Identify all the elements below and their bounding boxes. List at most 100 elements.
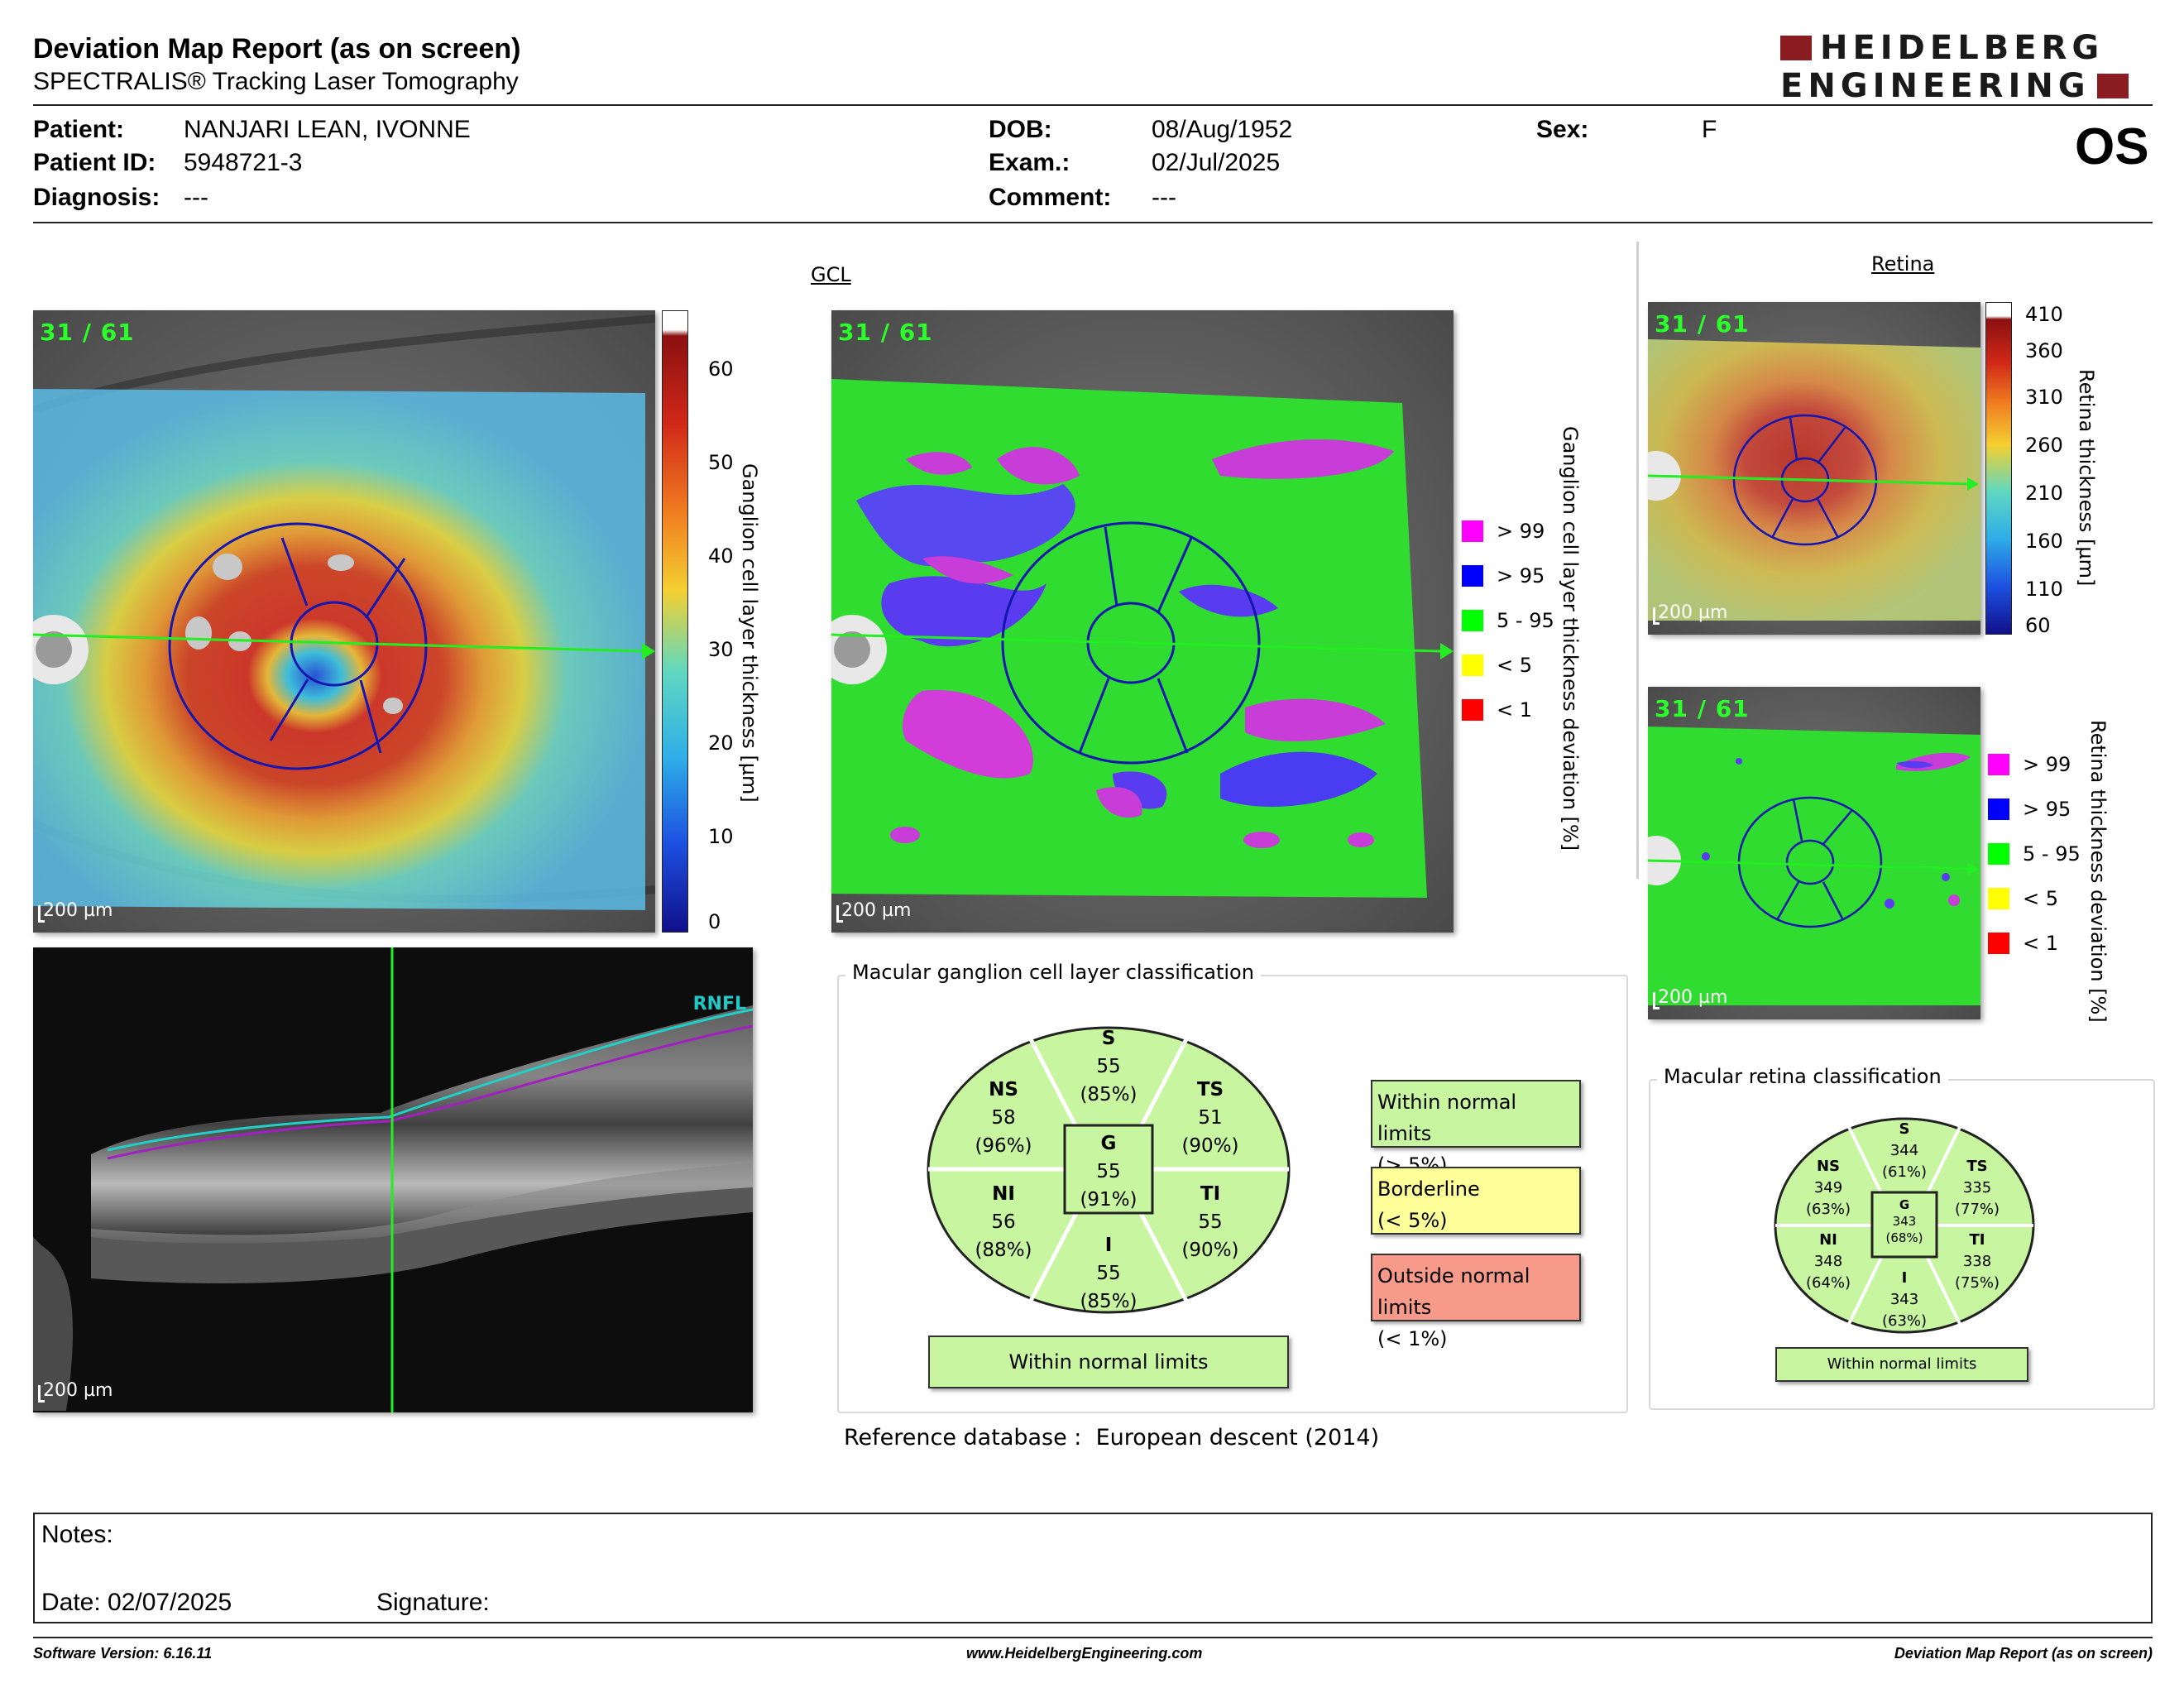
diagnosis-value: --- [184, 184, 208, 211]
scan-index-tag: 31 / 61 [1655, 695, 1750, 722]
legend-swatch [1988, 888, 2009, 909]
legend-item: < 5 [1462, 654, 1532, 677]
legend-swatch [1462, 520, 1483, 542]
logo-line1: HEIDELBERG [1820, 29, 2105, 67]
scan-index-tag: 31 / 61 [1655, 310, 1750, 338]
legend-swatch [1462, 699, 1483, 721]
eye-label: OS [2075, 118, 2149, 175]
logo-line2: ENGINEERING [1780, 67, 2091, 105]
oct-bscan[interactable]: RNFL 200 µm [33, 947, 753, 1412]
scale-bar: 200 µm [37, 1380, 113, 1403]
colorbar-tick: 50 [708, 451, 734, 474]
colorbar-tick: 20 [708, 731, 734, 755]
footer-report-title: Deviation Map Report (as on screen) [1894, 1645, 2153, 1662]
legend-swatch [1988, 798, 2009, 820]
scale-bar: 200 µm [1652, 602, 1728, 625]
gcl-deviation-map[interactable]: 31 / 61 200 µm [831, 310, 1454, 933]
legend-swatch [1988, 843, 2009, 865]
legend-swatch [1462, 610, 1483, 631]
retina-sector-ns: NS 349 (63%) [1805, 1158, 1851, 1218]
retina-thickness-axis-label: Retina thickness [µm] [2075, 369, 2098, 587]
section-divider [1636, 242, 1639, 879]
sex-label: Sex: [1536, 116, 1589, 143]
exam-label: Exam.: [989, 149, 1070, 176]
gcl-sector-ts: TS 51 (90%) [1181, 1079, 1239, 1157]
comment-label: Comment: [989, 184, 1112, 211]
legend-item: > 99 [1462, 520, 1545, 543]
gcl-sector-s: S 55 (85%) [1080, 1028, 1138, 1105]
retina-thickness-svg [1648, 302, 1980, 635]
legend-item: 5 - 95 [1988, 842, 2081, 866]
retina-deviation-map[interactable]: 31 / 61 200 µm [1648, 687, 1980, 1019]
legend-swatch [1988, 933, 2009, 954]
footer-divider [33, 1637, 2153, 1638]
gcl-thickness-axis-label: Ganglion cell layer thickness [µm] [738, 463, 761, 803]
retina-deviation-axis-label: Retina thickness deviation [%] [2086, 720, 2110, 1023]
patient-name: NANJARI LEAN, IVONNE [184, 116, 471, 143]
colorbar-tick: 410 [2025, 303, 2063, 326]
rnfl-layer-label: RNFL [692, 994, 746, 1014]
retina-sector-ts: TS 335 (77%) [1954, 1158, 2000, 1218]
colorbar-tick: 110 [2025, 578, 2063, 601]
retina-sector-g: G 343 (68%) [1885, 1197, 1923, 1245]
dob-label: DOB: [989, 116, 1052, 143]
legend-swatch [1462, 655, 1483, 676]
gcl-result-box: Within normal limits [928, 1336, 1289, 1388]
logo-square-icon [1780, 36, 1812, 60]
sex-value: F [1702, 116, 1717, 143]
retina-thickness-colorbar [1985, 302, 2012, 635]
date-label: Date: 02/07/2025 [41, 1589, 232, 1616]
exam-value: 02/Jul/2025 [1152, 149, 1281, 176]
header-divider [33, 104, 2153, 106]
gcl-classification-title: Macular ganglion cell layer classificati… [845, 961, 1261, 984]
colorbar-tick: 10 [708, 825, 734, 848]
legend-item: < 1 [1988, 932, 2058, 955]
scale-bar: 200 µm [37, 900, 113, 923]
gcl-sector-chart [927, 1026, 1291, 1314]
gcl-sector-ni: NI 56 (88%) [975, 1183, 1032, 1261]
scale-bar: 200 µm [836, 900, 912, 923]
gcl-thickness-map[interactable]: 31 / 61 200 µm [33, 310, 655, 933]
legend-outside-normal: Outside normal limits (< 1%) [1371, 1254, 1581, 1350]
gcl-sector-ns: NS 58 (96%) [975, 1079, 1032, 1157]
dob-value: 08/Aug/1952 [1152, 116, 1293, 143]
gcl-thickness-colorbar [662, 310, 688, 933]
legend-item: < 1 [1462, 698, 1532, 722]
legend-item: > 99 [1988, 753, 2071, 776]
gcl-section-title: GCL [811, 263, 851, 286]
reference-database: Reference database : European descent (2… [844, 1425, 1380, 1451]
notes-label: Notes: [41, 1521, 113, 1548]
gcl-sector-g: G 55 (91%) [1080, 1133, 1138, 1211]
scale-bar: 200 µm [1652, 987, 1728, 1009]
legend-swatch [1988, 754, 2009, 775]
retina-section-title: Retina [1871, 252, 1935, 276]
patient-id-label: Patient ID: [33, 149, 156, 176]
patient-label: Patient: [33, 116, 125, 143]
bscan-svg [33, 947, 753, 1412]
patient-divider [33, 222, 2153, 223]
gcl-deviation-axis-label: Ganglion cell layer thickness deviation … [1559, 426, 1582, 851]
legend-within-normal: Within normal limits (> 5%) [1371, 1080, 1581, 1177]
patient-id: 5948721-3 [184, 149, 303, 176]
retina-thickness-map[interactable]: 31 / 61 200 µm [1648, 302, 1980, 635]
report-subtitle: SPECTRALIS® Tracking Laser Tomography [33, 68, 519, 95]
retina-sector-ti: TI 338 (75%) [1954, 1231, 2000, 1292]
retina-classification-title: Macular retina classification [1657, 1065, 1948, 1088]
notes-box[interactable] [33, 1513, 2153, 1623]
colorbar-tick: 60 [708, 357, 734, 381]
colorbar-tick: 260 [2025, 434, 2063, 457]
legend-item: 5 - 95 [1462, 609, 1554, 632]
retina-sector-chart [1774, 1117, 2035, 1334]
colorbar-tick: 0 [708, 910, 721, 933]
colorbar-tick: 160 [2025, 530, 2063, 553]
comment-value: --- [1152, 184, 1176, 211]
colorbar-tick: 40 [708, 544, 734, 568]
colorbar-tick: 210 [2025, 482, 2063, 505]
scan-index-tag: 31 / 61 [40, 319, 135, 346]
gcl-deviation-svg [831, 310, 1454, 933]
legend-swatch [1462, 565, 1483, 587]
diagnosis-label: Diagnosis: [33, 184, 160, 211]
retina-sector-i: I 343 (63%) [1881, 1269, 1928, 1330]
colorbar-tick: 310 [2025, 386, 2063, 409]
retina-sector-ni: NI 348 (64%) [1805, 1231, 1851, 1292]
